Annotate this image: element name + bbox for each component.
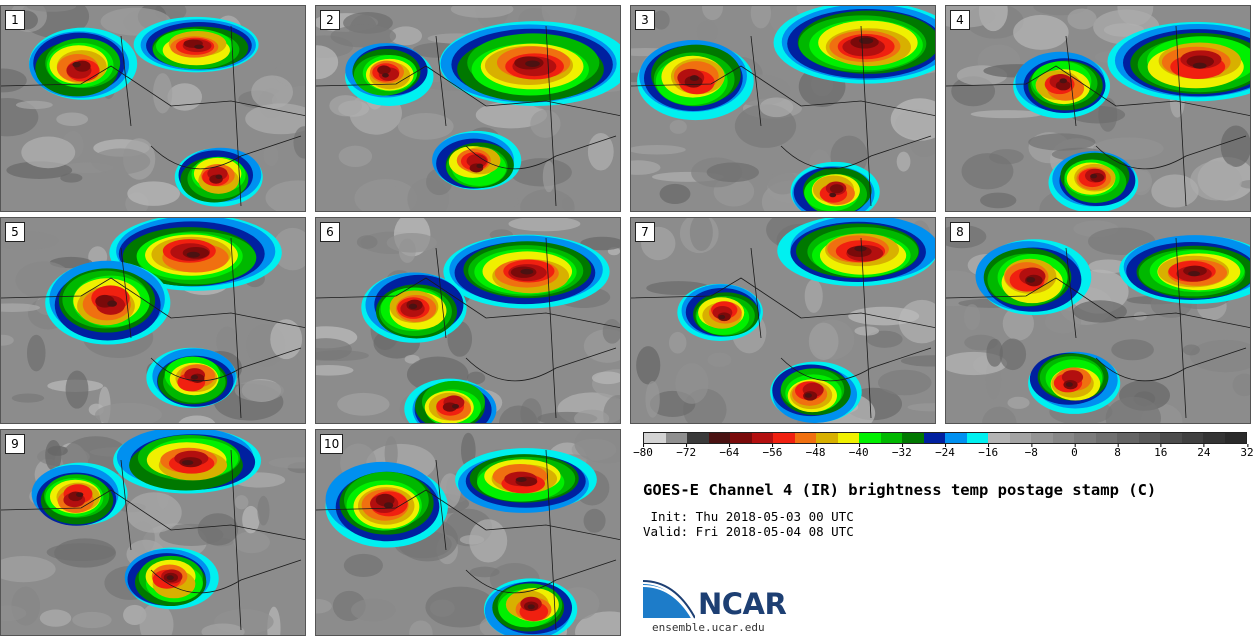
colorbar-tick-label: −40 [848, 444, 869, 459]
colorbar-segment [1224, 433, 1246, 443]
colorbar-segment [751, 433, 773, 443]
panel-label: 7 [635, 222, 655, 242]
colorbar-segment [730, 433, 752, 443]
colorbar-tick-label: −64 [719, 444, 740, 459]
boundary-lines [316, 449, 620, 631]
satellite-imagery [946, 6, 1250, 211]
member-panel-6: 6 [315, 217, 621, 424]
panel-label: 2 [320, 10, 340, 30]
colorbar-tick-label: −80 [633, 444, 653, 459]
colorbar-tick-label: 0 [1071, 444, 1078, 459]
colorbar-segment [988, 433, 1010, 443]
colorbar-segment [1138, 433, 1160, 443]
colorbar-tick-label: −72 [676, 444, 697, 459]
colorbar-segment [1074, 433, 1096, 443]
init-time: Init: Thu 2018-05-03 00 UTC [643, 509, 854, 524]
colorbar-tick-label: 32 [1240, 444, 1254, 459]
colorbar-segment [859, 433, 881, 443]
satellite-imagery [946, 218, 1250, 423]
panel-label: 6 [320, 222, 340, 242]
member-panel-7: 7 [630, 217, 936, 424]
panel-label: 3 [635, 10, 655, 30]
colorbar-segment [880, 433, 902, 443]
boundary-lines [316, 25, 620, 207]
colorbar-segment [1160, 433, 1182, 443]
boundary-lines [631, 25, 935, 207]
colorbar-segment [1031, 433, 1053, 443]
boundary-lines [316, 237, 620, 419]
boundary-lines [1, 25, 305, 207]
boundary-lines [946, 25, 1250, 207]
colorbar-segment [1181, 433, 1203, 443]
colorbar-segment [773, 433, 795, 443]
colorbar-tick-label: −16 [978, 444, 999, 459]
ncar-logo-text: NCAR [698, 587, 787, 621]
member-panel-10: 10 [315, 429, 621, 636]
panel-label: 1 [5, 10, 25, 30]
satellite-imagery [1, 6, 305, 211]
boundary-lines [1, 449, 305, 631]
satellite-imagery [316, 430, 620, 635]
member-panel-1: 1 [0, 5, 306, 212]
member-panel-9: 9 [0, 429, 306, 636]
boundary-lines [631, 237, 935, 419]
satellite-imagery [1, 218, 305, 423]
satellite-imagery [316, 218, 620, 423]
member-panel-4: 4 [945, 5, 1251, 212]
ncar-logo-icon [643, 580, 695, 619]
website-url: ensemble.ucar.edu [652, 621, 765, 634]
colorbar-segment [816, 433, 838, 443]
colorbar-tick-label: −48 [805, 444, 826, 459]
member-panel-5: 5 [0, 217, 306, 424]
boundary-lines [1, 237, 305, 419]
temperature-colorbar [643, 432, 1247, 444]
colorbar-segment [665, 433, 687, 443]
colorbar-segment [923, 433, 945, 443]
colorbar-segment [794, 433, 816, 443]
colorbar-tick-label: −8 [1024, 444, 1038, 459]
figure-title: GOES-E Channel 4 (IR) brightness temp po… [643, 481, 1157, 499]
satellite-imagery [1, 430, 305, 635]
colorbar-segment [644, 433, 666, 443]
panel-label: 4 [950, 10, 970, 30]
satellite-imagery [631, 6, 935, 211]
colorbar-segment [902, 433, 924, 443]
colorbar-segment [1052, 433, 1074, 443]
panel-label: 10 [320, 434, 344, 454]
member-panel-8: 8 [945, 217, 1251, 424]
colorbar-tick-label: 8 [1114, 444, 1121, 459]
colorbar-segment [1203, 433, 1225, 443]
colorbar-segment [945, 433, 967, 443]
colorbar-segment [687, 433, 709, 443]
member-panel-3: 3 [630, 5, 936, 212]
panel-label: 5 [5, 222, 25, 242]
colorbar-segment [1117, 433, 1139, 443]
colorbar-tick-label: −24 [935, 444, 955, 459]
colorbar-tick-label: 16 [1154, 444, 1168, 459]
valid-time: Valid: Fri 2018-05-04 08 UTC [643, 524, 854, 539]
member-panel-2: 2 [315, 5, 621, 212]
colorbar-tick-label: 24 [1197, 444, 1211, 459]
satellite-imagery [316, 6, 620, 211]
satellite-imagery [631, 218, 935, 423]
colorbar-segment [837, 433, 859, 443]
colorbar-segment [708, 433, 730, 443]
boundary-lines [946, 237, 1250, 419]
panel-label: 9 [5, 434, 25, 454]
colorbar-tick-label: −56 [762, 444, 783, 459]
colorbar-segment [1095, 433, 1117, 443]
colorbar-segment [1009, 433, 1031, 443]
colorbar-ticks: −80 −72 −64 −56 −48 −40 −32 −24 −16 −8 0 8 16 24 32 [633, 444, 1254, 470]
colorbar-segment [966, 433, 988, 443]
panel-label: 8 [950, 222, 970, 242]
colorbar-tick-label: −32 [891, 444, 912, 459]
